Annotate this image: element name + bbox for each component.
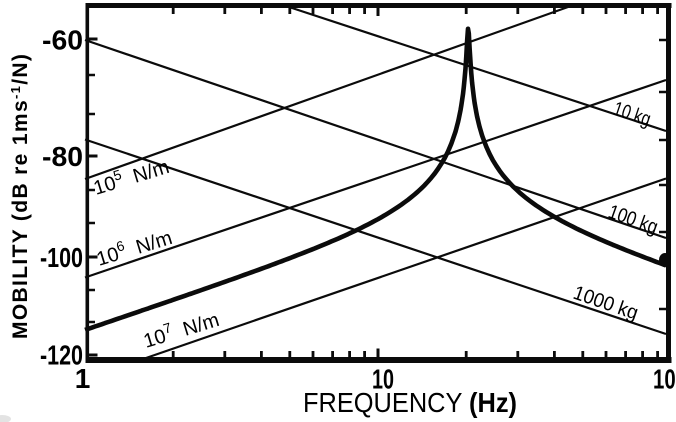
- svg-text:10: 10: [372, 364, 394, 395]
- svg-text:-80: -80: [42, 141, 83, 172]
- svg-text:FREQUENCY (Hz): FREQUENCY (Hz): [303, 387, 517, 418]
- svg-text:1: 1: [75, 363, 91, 394]
- svg-text:MOBILITY (dB re 1ms-1/N): MOBILITY (dB re 1ms-1/N): [8, 53, 32, 339]
- svg-text:-120: -120: [40, 340, 83, 371]
- svg-text:-100: -100: [40, 242, 83, 273]
- svg-text:100: 100: [653, 364, 676, 395]
- svg-text:-60: -60: [42, 25, 83, 56]
